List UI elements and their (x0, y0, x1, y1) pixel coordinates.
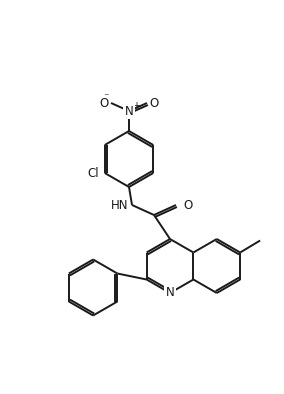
Text: O: O (100, 97, 109, 110)
Text: N: N (166, 286, 174, 299)
Text: ⁻: ⁻ (103, 92, 109, 102)
Text: O: O (149, 97, 158, 110)
Text: O: O (183, 199, 192, 212)
Text: N: N (125, 104, 133, 117)
Text: Cl: Cl (87, 167, 99, 180)
Text: +: + (132, 101, 140, 111)
Text: HN: HN (110, 199, 128, 212)
